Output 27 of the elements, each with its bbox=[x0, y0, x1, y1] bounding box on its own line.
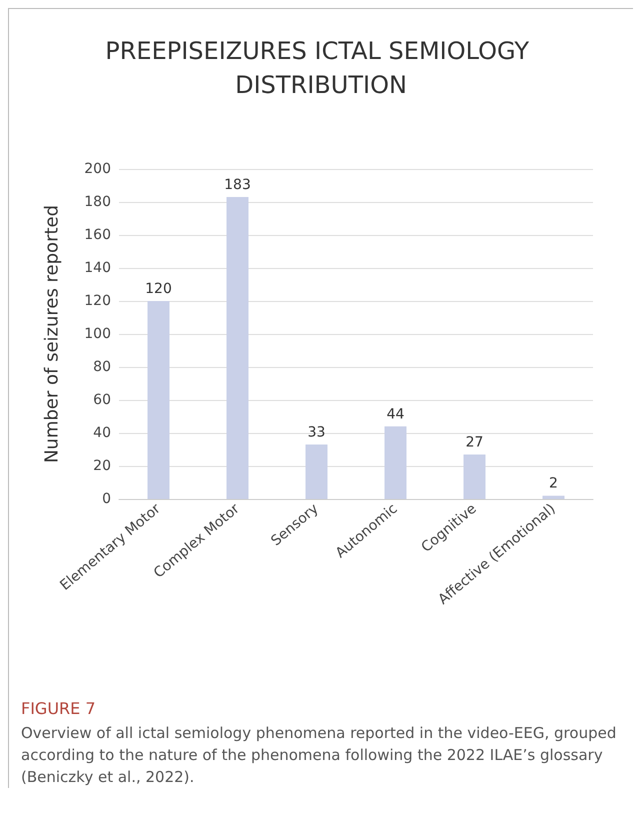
bar bbox=[464, 454, 486, 499]
y-tick-label: 0 bbox=[102, 491, 111, 507]
chart-title: PREEPISEIZURES ICTAL SEMIOLOGY DISTRIBUTION bbox=[105, 37, 537, 99]
y-tick-label: 80 bbox=[93, 359, 111, 375]
y-tick-label: 200 bbox=[84, 161, 111, 177]
bar bbox=[306, 444, 328, 499]
bar bbox=[148, 301, 170, 499]
bar bbox=[384, 426, 406, 499]
data-label: 120 bbox=[145, 281, 172, 297]
y-tick-label: 40 bbox=[93, 425, 111, 441]
data-label: 2 bbox=[549, 476, 558, 492]
y-tick-label: 60 bbox=[93, 392, 111, 408]
y-tick-label: 160 bbox=[84, 227, 111, 243]
text: Overview of all ictal semiology phenomena reported in the video-EEG, grouped according to the nature of the phenomena following the 2022 ILAE’s glossary (Beniczky et al., 2022). bbox=[21, 723, 618, 788]
bar bbox=[226, 197, 248, 499]
data-label: 33 bbox=[308, 424, 326, 441]
y-tick-label: 180 bbox=[84, 194, 111, 210]
data-label: 27 bbox=[466, 434, 484, 450]
caption: FIGURE 7 bbox=[21, 699, 97, 718]
bar bbox=[542, 496, 564, 499]
data-label: 183 bbox=[224, 177, 251, 194]
y-tick-label: 20 bbox=[93, 458, 111, 474]
y-tick-label: 100 bbox=[84, 326, 111, 342]
y-axis-title: Number of seizures reported bbox=[42, 204, 62, 464]
y-tick-label: 120 bbox=[84, 293, 111, 309]
data-label: 44 bbox=[386, 406, 404, 422]
y-tick-label: 140 bbox=[84, 260, 111, 276]
